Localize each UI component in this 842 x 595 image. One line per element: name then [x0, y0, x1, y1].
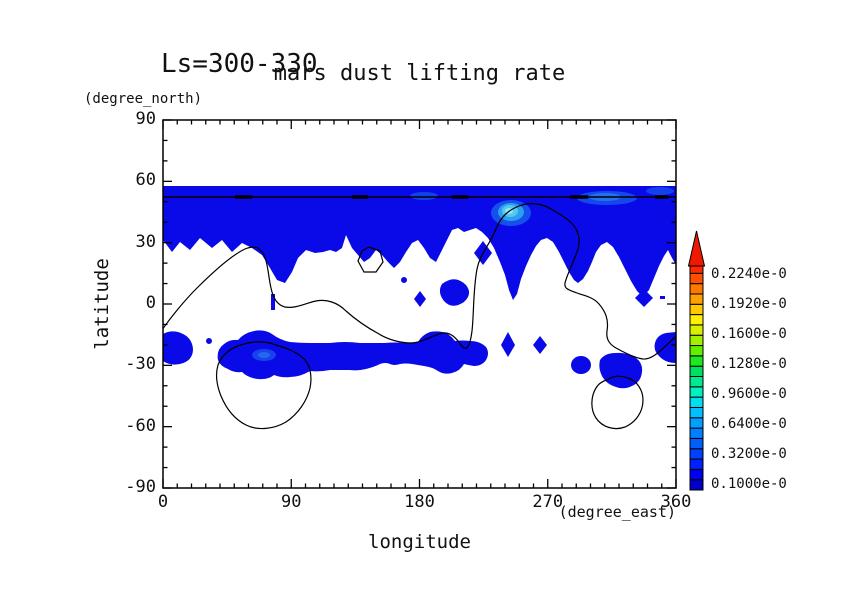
colorbar-cell: [689, 417, 704, 429]
colorbar: [687, 230, 706, 491]
topography-contour-hellas: [591, 375, 644, 430]
colorbar-tick-label: 0.9600e-0: [711, 386, 787, 402]
elevated-rate-patch: [410, 192, 438, 200]
colorbar-tick-label: 0.1000e-0: [711, 476, 787, 492]
colorbar-cell: [689, 355, 704, 367]
colorbar-tick-label: 0.6400e-0: [711, 416, 787, 432]
axis-ticks: [162, 119, 677, 489]
x-tick-label: 0: [157, 492, 169, 512]
y-tick-label: 90: [135, 109, 156, 129]
colorbar-cell: [689, 448, 704, 460]
colorbar-cell: [689, 314, 704, 326]
colorbar-tick-label: 0.1280e-0: [711, 356, 787, 372]
colorbar-arrow: [687, 230, 706, 267]
colorbar-tick-label: 0.1600e-0: [711, 326, 787, 342]
colorbar-cell: [689, 324, 704, 336]
colorbar-cell: [689, 293, 704, 305]
south-dust-islands: [163, 331, 676, 389]
y-tick-label: 30: [135, 231, 156, 252]
north-dust-islands: [271, 241, 665, 310]
y-tick-label: -60: [125, 415, 156, 436]
y-axis-unit: (degree_north): [84, 91, 203, 107]
colorbar-tick-label: 0.2240e-0: [711, 266, 787, 282]
x-tick-label: 90: [281, 492, 302, 512]
colorbar-cell: [689, 386, 704, 398]
colorbar-cell: [689, 468, 704, 481]
north-dust-band: [163, 186, 676, 300]
colorbar-cell: [689, 345, 704, 357]
colorbar-tick-label: 0.3200e-0: [711, 446, 787, 462]
colorbar-cell: [689, 303, 704, 316]
y-axis-label: latitude: [91, 258, 114, 350]
colorbar-cell: [689, 396, 704, 408]
colorbar-cell: [689, 376, 704, 388]
colorbar-cell: [689, 427, 704, 439]
colorbar-tick-label: 0.1920e-0: [711, 296, 787, 312]
y-tick-label: 60: [135, 170, 156, 191]
y-tick-label: 0: [145, 293, 156, 313]
elevated-rate-patch: [258, 352, 270, 358]
topography-contour-argyre: [215, 341, 312, 430]
colorbar-cell: [689, 272, 704, 285]
colorbar-cell: [689, 437, 704, 450]
colorbar-cell: [689, 406, 704, 419]
colorbar-cell: [689, 283, 704, 295]
colorbar-cell: [689, 479, 704, 491]
x-axis-label: longitude: [368, 531, 471, 553]
plot-title: mars dust lifting rate: [273, 61, 566, 86]
colorbar-cell: [689, 458, 704, 470]
topography-contour-main: [163, 203, 676, 360]
south-dust-band: [217, 330, 488, 380]
subtitle-ls-range: Ls=300-330: [161, 49, 318, 79]
x-tick-label: 270: [532, 492, 564, 512]
colorbar-cell: [689, 365, 704, 378]
x-axis-unit: (degree_east): [558, 503, 676, 521]
y-tick-label: -30: [125, 354, 156, 375]
map-layers: [163, 186, 676, 430]
topography-contour-elysium: [357, 246, 384, 273]
y-tick-label: -90: [125, 477, 156, 497]
colorbar-cell: [689, 334, 704, 347]
x-tick-label: 360: [660, 492, 692, 512]
elevated-rate-patch: [646, 187, 674, 195]
x-tick-label: 180: [404, 492, 435, 512]
